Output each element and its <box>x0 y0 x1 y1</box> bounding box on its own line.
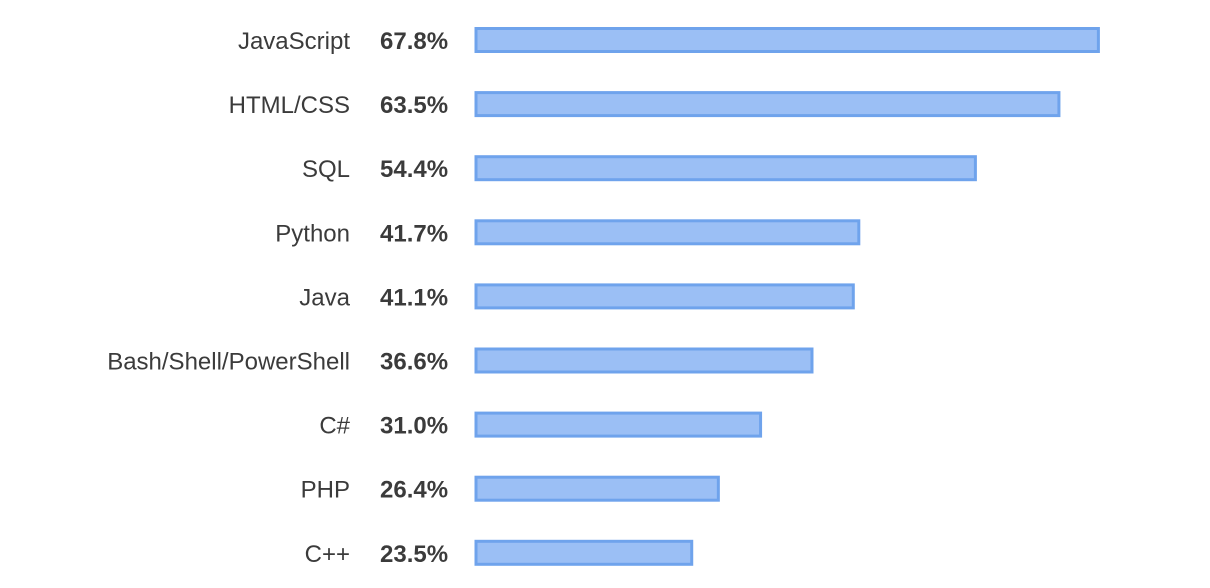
value-label: 36.6% <box>380 349 448 376</box>
bar <box>474 219 861 246</box>
value-label: 41.7% <box>380 220 448 247</box>
value-label: 41.1% <box>380 284 448 311</box>
category-label: HTML/CSS <box>229 92 350 119</box>
bar <box>474 347 814 374</box>
category-label: JavaScript <box>238 28 350 55</box>
value-label: 31.0% <box>380 413 448 440</box>
bar <box>474 539 694 566</box>
value-label: 23.5% <box>380 541 448 568</box>
category-label: SQL <box>302 156 350 183</box>
bar <box>474 27 1100 53</box>
bar <box>474 475 720 502</box>
bar <box>474 91 1061 118</box>
value-label: 63.5% <box>380 92 448 119</box>
category-label: Java <box>299 284 350 311</box>
value-label: 54.4% <box>380 156 448 183</box>
bar <box>474 411 763 438</box>
category-label: Python <box>275 220 350 247</box>
category-label: C# <box>319 413 350 440</box>
category-label: C++ <box>305 541 350 568</box>
value-label: 26.4% <box>380 477 448 504</box>
bar <box>474 155 977 182</box>
value-label: 67.8% <box>380 28 448 55</box>
bar <box>474 283 855 310</box>
category-label: PHP <box>301 477 350 504</box>
category-label: Bash/Shell/PowerShell <box>107 349 350 376</box>
